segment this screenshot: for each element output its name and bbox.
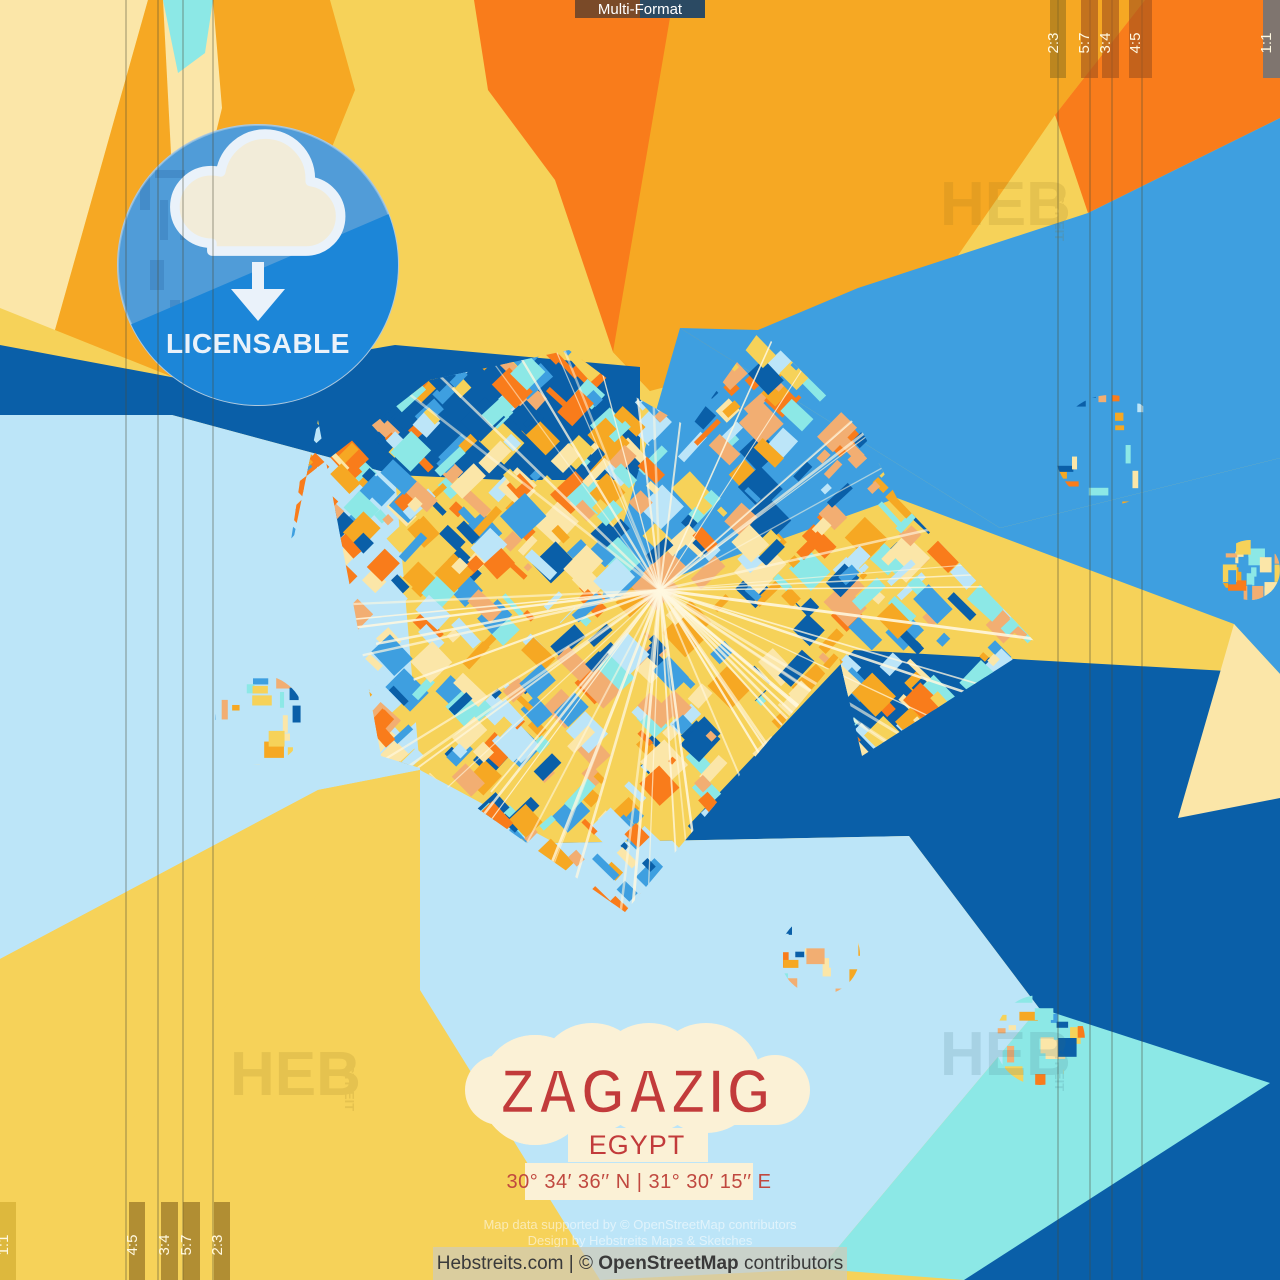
svg-text:Hebstreits.com | © OpenStreetM: Hebstreits.com | © OpenStreetMap contrib… bbox=[437, 1253, 843, 1274]
svg-text:Design by Hebstreits Maps & Sk: Design by Hebstreits Maps & Sketches bbox=[528, 1233, 753, 1248]
svg-text:ZAGAZIG: ZAGAZIG bbox=[501, 1056, 774, 1127]
svg-text:HEB: HEB bbox=[230, 1040, 361, 1109]
svg-text:5:7: 5:7 bbox=[1076, 33, 1093, 54]
svg-text:2:3: 2:3 bbox=[209, 1235, 226, 1256]
svg-text:3:4: 3:4 bbox=[156, 1235, 173, 1256]
svg-text:3:4: 3:4 bbox=[1097, 33, 1114, 54]
svg-text:LICENSABLE: LICENSABLE bbox=[166, 328, 350, 359]
svg-text:HEB: HEB bbox=[940, 170, 1071, 239]
svg-text:STREIT: STREIT bbox=[342, 1065, 357, 1111]
svg-text:1:1: 1:1 bbox=[0, 1235, 12, 1256]
svg-text:STREIT: STREIT bbox=[1052, 195, 1067, 241]
svg-text:Map data supported by © OpenSt: Map data supported by © OpenStreetMap co… bbox=[483, 1217, 797, 1232]
svg-text:Multi-Format: Multi-Format bbox=[598, 1, 683, 18]
svg-text:2:3: 2:3 bbox=[1045, 33, 1062, 54]
svg-text:HEB: HEB bbox=[940, 1020, 1071, 1089]
svg-text:4:5: 4:5 bbox=[1127, 33, 1144, 54]
svg-text:EGYPT: EGYPT bbox=[589, 1130, 686, 1160]
svg-text:1:1: 1:1 bbox=[1258, 33, 1275, 54]
svg-text:30° 34′ 36′′ N | 31° 30′ 15′′: 30° 34′ 36′′ N | 31° 30′ 15′′ E bbox=[507, 1171, 772, 1193]
svg-text:STREIT: STREIT bbox=[1052, 1045, 1067, 1091]
svg-text:4:5: 4:5 bbox=[124, 1235, 141, 1256]
svg-text:5:7: 5:7 bbox=[178, 1235, 195, 1256]
